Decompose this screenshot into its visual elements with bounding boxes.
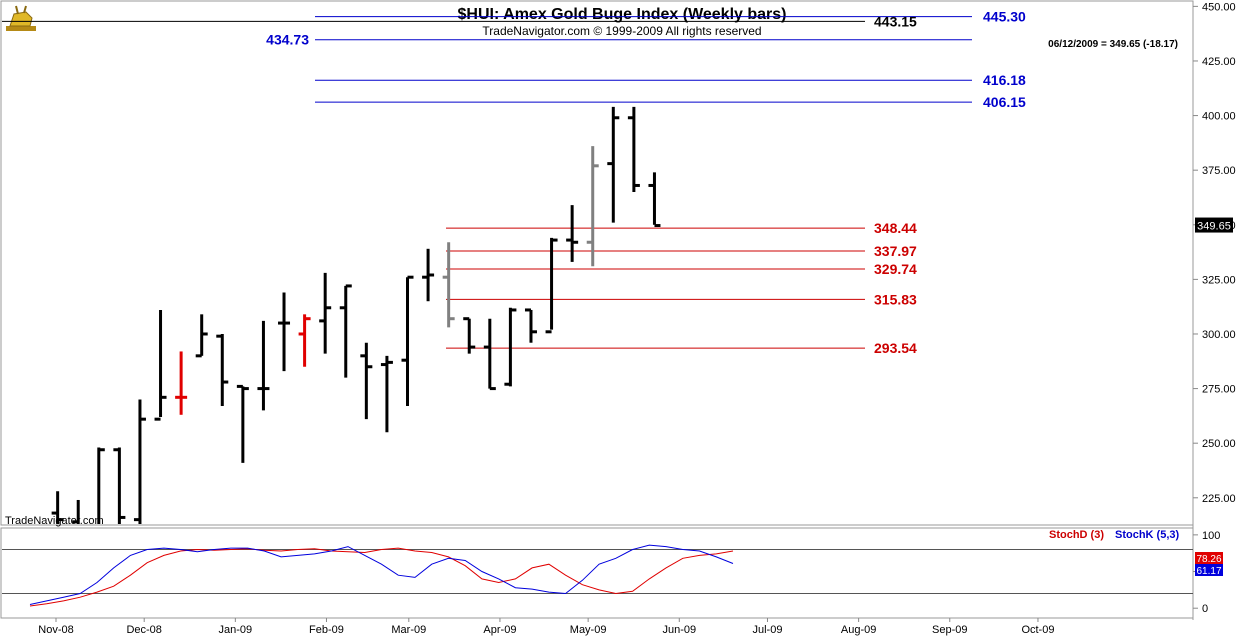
- level-label-348.44: 348.44: [874, 220, 917, 236]
- ohlc-bar: [360, 342, 373, 420]
- price-panel-frame: [0, 0, 1194, 526]
- stochd-readout: 78.26: [1196, 554, 1221, 565]
- ohlc-bar: [113, 447, 126, 524]
- x-tick-label: Nov-08: [38, 624, 73, 636]
- level-label-337.97: 337.97: [874, 243, 917, 259]
- ohlc-bar: [422, 248, 435, 302]
- stochk-readout: 61.17: [1196, 566, 1221, 577]
- stochd-legend: StochD (3): [1049, 529, 1104, 541]
- chart-subtitle: TradeNavigator.com © 1999-2009 All right…: [482, 24, 761, 38]
- level-label-443.15: 443.15: [874, 13, 917, 29]
- level-label-315.83: 315.83: [874, 291, 917, 307]
- x-tick-label: Jul-09: [752, 624, 782, 636]
- ohlc-bar: [236, 384, 249, 463]
- ohlc-bar: [524, 308, 537, 343]
- y-tick-label: 450.00: [1202, 1, 1236, 13]
- ohlc-bar: [298, 314, 311, 367]
- ohlc-bar: [648, 172, 661, 228]
- y-tick-label: 300.00: [1202, 329, 1236, 341]
- x-tick-label: Aug-09: [841, 624, 876, 636]
- ohlc-bar: [483, 318, 496, 391]
- stochk-readout-tag: [1195, 564, 1223, 576]
- x-tick-label: Mar-09: [391, 624, 426, 636]
- ohlc-bar: [463, 317, 476, 354]
- ohlc-bar: [339, 284, 352, 378]
- stochk-line: [29, 544, 734, 605]
- ohlc-bar: [51, 491, 64, 524]
- ohlc-bar: [607, 106, 620, 223]
- x-tick-label: Oct-09: [1021, 624, 1054, 636]
- chart-title: $HUI: Amex Gold Buge Index (Weekly bars): [458, 6, 787, 23]
- stochd-line: [29, 547, 734, 607]
- level-label-434.73: 434.73: [266, 32, 309, 48]
- x-tick-label: Apr-09: [483, 624, 516, 636]
- level-label-329.74: 329.74: [874, 261, 917, 277]
- ohlc-bar: [154, 309, 167, 421]
- ohlc-bar: [627, 106, 640, 193]
- ohlc-bar: [97, 447, 105, 524]
- x-tick-label: Sep-09: [932, 624, 967, 636]
- ohlc-bar: [545, 237, 558, 334]
- ohlc-bar: [401, 275, 414, 407]
- ohlc-bar: [72, 499, 80, 524]
- level-label-293.54: 293.54: [874, 340, 917, 356]
- ohlc-bar: [566, 205, 579, 262]
- date-readout: 06/12/2009 = 349.65 (-18.17): [1048, 39, 1178, 50]
- last-price-tag: [1195, 217, 1233, 233]
- y-tick-label: 325.00: [1202, 274, 1236, 286]
- stochk-legend: StochK (5,3): [1115, 529, 1180, 541]
- level-label-416.18: 416.18: [983, 72, 1026, 88]
- gold-bull-logo-icon[interactable]: [6, 5, 36, 31]
- last-price-label: 349.65: [1197, 221, 1231, 233]
- x-tick-label: Jun-09: [662, 624, 696, 636]
- level-label-445.30: 445.30: [983, 9, 1026, 25]
- y-tick-label: 225.00: [1202, 493, 1236, 505]
- y-tick-label: 425.00: [1202, 56, 1236, 68]
- ohlc-bar: [504, 307, 517, 387]
- x-tick-label: May-09: [570, 624, 607, 636]
- x-tick-label: Dec-08: [126, 624, 161, 636]
- ohlc-bar: [257, 320, 270, 411]
- stoch-tick-label: 0: [1202, 603, 1208, 615]
- level-label-406.15: 406.15: [983, 94, 1026, 110]
- ohlc-bar: [216, 333, 229, 407]
- ohlc-bar: [195, 314, 208, 358]
- stochd-readout-tag: [1195, 552, 1223, 564]
- ohlc-bar: [278, 292, 291, 372]
- ohlc-bar: [319, 272, 332, 354]
- watermark: TradeNavigator.com: [5, 515, 104, 527]
- ohlc-bar: [442, 242, 455, 328]
- ohlc-bar: [133, 399, 146, 524]
- y-tick-label: 275.00: [1202, 384, 1236, 396]
- stoch-tick-label: 100: [1202, 530, 1220, 542]
- ohlc-bar: [380, 355, 393, 433]
- ohlc-bar: [586, 146, 599, 267]
- x-tick-label: Feb-09: [309, 624, 344, 636]
- y-tick-label: 250.00: [1202, 438, 1236, 450]
- y-tick-label: 375.00: [1202, 165, 1236, 177]
- ohlc-bar: [175, 351, 188, 415]
- x-tick-label: Jan-09: [219, 624, 253, 636]
- y-tick-label: 400.00: [1202, 111, 1236, 123]
- stoch-panel-frame: [0, 527, 1194, 619]
